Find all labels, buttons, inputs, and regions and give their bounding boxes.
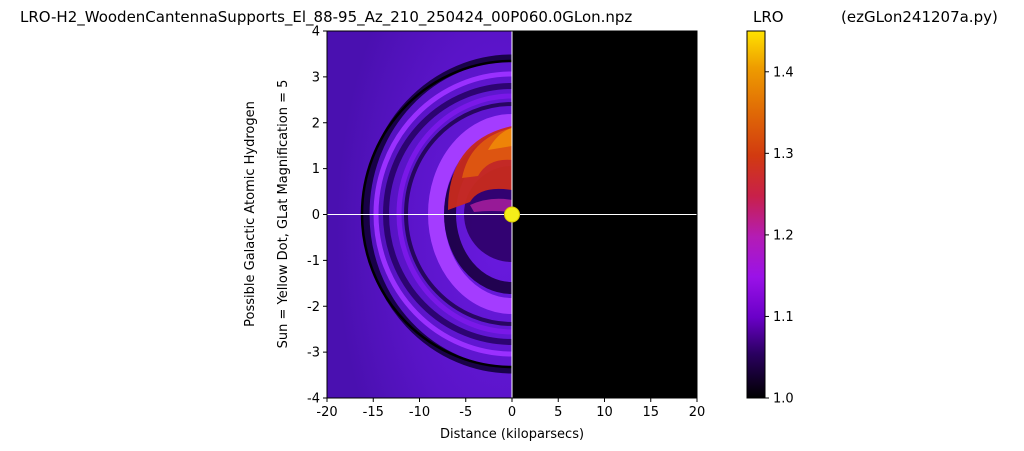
colorbar-tick-label: 1.3 — [773, 147, 794, 162]
x-tick-label: -15 — [363, 405, 384, 420]
script-label: (ezGLon241207a.py) — [841, 8, 998, 26]
y-tick-label: -3 — [307, 346, 320, 361]
sun-layer — [504, 206, 520, 223]
y-axis-label-line2: Sun = Yellow Dot, GLat Magnification = 5 — [276, 80, 291, 349]
chart-title: LRO-H2_WoodenCantennaSupports_El_88-95_A… — [20, 8, 633, 26]
y-tick-label: 3 — [312, 70, 320, 85]
colorbar-tick-label: 1.0 — [773, 392, 794, 407]
x-tick-label: -20 — [316, 405, 337, 420]
colorbar-tick-label: 1.4 — [773, 65, 794, 80]
x-axis-label: Distance (kiloparsecs) — [440, 427, 584, 442]
y-tick-label: 1 — [312, 162, 320, 177]
y-axis-label-line1: Possible Galactic Atomic Hydrogen — [243, 101, 258, 327]
y-tick-label: -2 — [307, 300, 320, 315]
y-tick-label: 2 — [312, 116, 320, 131]
colorbar-tick-label: 1.1 — [773, 310, 794, 325]
y-tick-label: 4 — [312, 25, 320, 40]
x-tick-label: 5 — [554, 405, 562, 420]
x-tick-label: 0 — [508, 405, 516, 420]
x-axis: -20 -15 -10 -5 0 5 10 15 20 — [316, 398, 705, 420]
x-tick-label: 20 — [689, 405, 706, 420]
y-tick-label: -1 — [307, 254, 320, 269]
colorbar-axis: 1.0 1.1 1.2 1.3 1.4 — [765, 65, 794, 407]
colorbar-tick-label: 1.2 — [773, 228, 794, 243]
x-tick-label: 10 — [596, 405, 613, 420]
sun-dot — [504, 206, 520, 223]
y-tick-label: -4 — [307, 392, 320, 407]
colorbar — [746, 30, 766, 399]
x-tick-label: 15 — [642, 405, 659, 420]
x-tick-label: -5 — [459, 405, 472, 420]
y-tick-label: 0 — [312, 208, 320, 223]
x-tick-label: -10 — [409, 405, 430, 420]
y-axis: -4 -3 -2 -1 0 1 2 3 4 — [307, 25, 327, 407]
colorbar-label: LRO — [753, 8, 784, 26]
